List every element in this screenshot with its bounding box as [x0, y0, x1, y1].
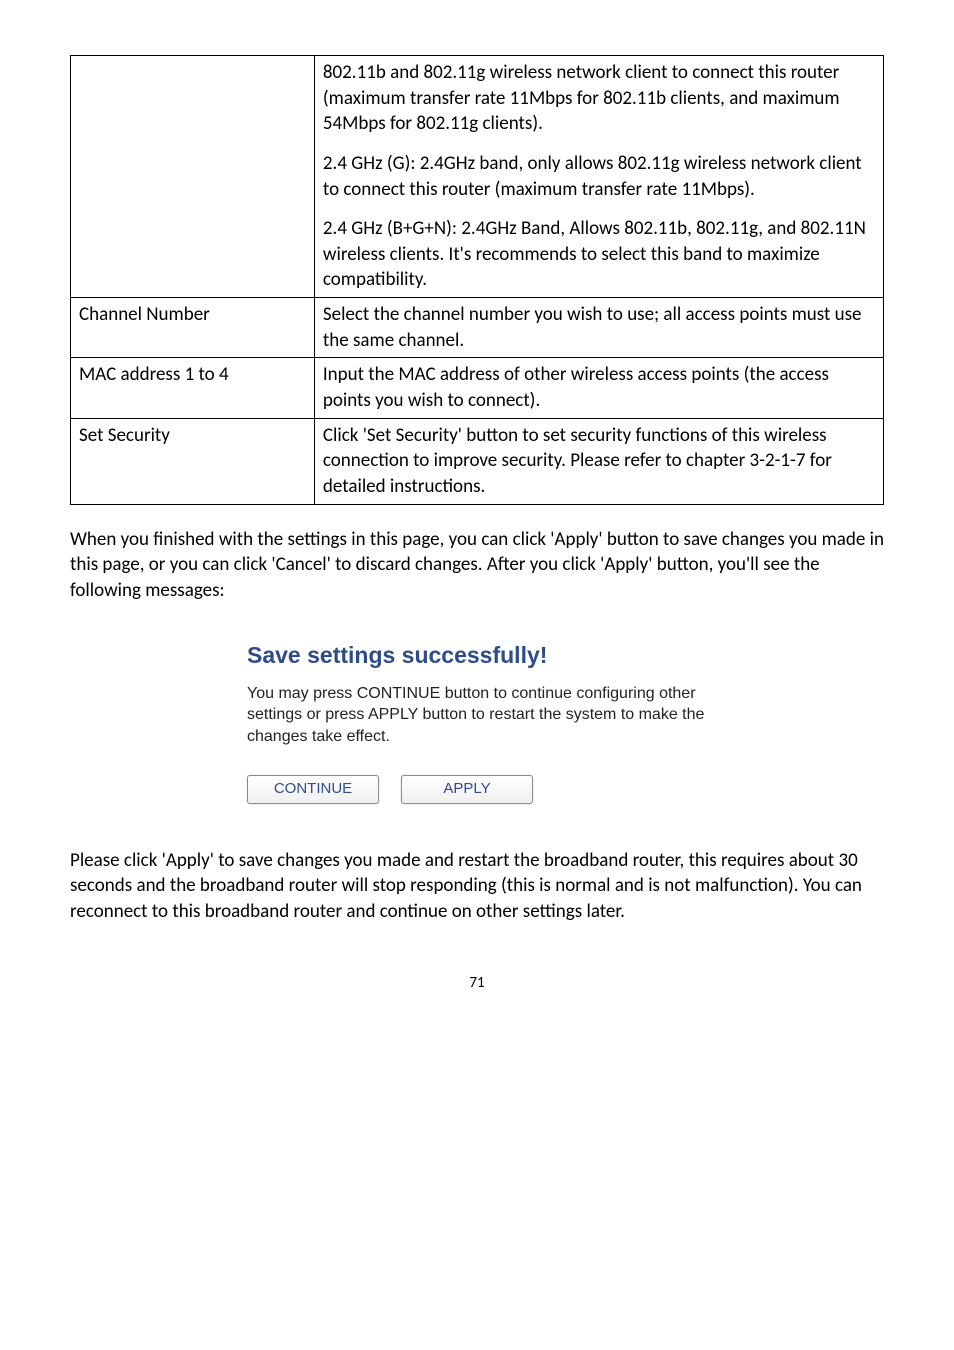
page-number: 71: [70, 973, 884, 993]
settings-table: 802.11b and 802.11g wireless network cli…: [70, 55, 884, 505]
row0-desc: 802.11b and 802.11g wireless network cli…: [314, 56, 883, 298]
row0-label: [71, 56, 315, 298]
row2-block0: Input the MAC address of other wireless …: [323, 362, 875, 413]
apply-button[interactable]: APPLY: [401, 775, 533, 803]
row1-block0: Select the channel number you wish to us…: [323, 302, 875, 353]
row1-label: Channel Number: [71, 298, 315, 358]
dialog-text: You may press CONTINUE button to continu…: [247, 683, 707, 748]
paragraph-2: Please click 'Apply' to save changes you…: [70, 848, 884, 925]
row3-label: Set Security: [71, 418, 315, 504]
dialog-buttons: CONTINUE APPLY: [247, 775, 707, 803]
row0-block1: 2.4 GHz (G): 2.4GHz band, only allows 80…: [323, 151, 875, 202]
row0-block0: 802.11b and 802.11g wireless network cli…: [323, 60, 875, 137]
row2-desc: Input the MAC address of other wireless …: [314, 358, 883, 418]
row3-desc: Click 'Set Security' button to set secur…: [314, 418, 883, 504]
row2-label: MAC address 1 to 4: [71, 358, 315, 418]
row0-block2: 2.4 GHz (B+G+N): 2.4GHz Band, Allows 802…: [323, 216, 875, 293]
paragraph-1: When you finished with the settings in t…: [70, 527, 884, 604]
save-dialog: Save settings successfully! You may pres…: [247, 624, 707, 822]
row3-block0: Click 'Set Security' button to set secur…: [323, 423, 875, 500]
continue-button[interactable]: CONTINUE: [247, 775, 379, 803]
dialog-title: Save settings successfully!: [247, 640, 707, 671]
row1-desc: Select the channel number you wish to us…: [314, 298, 883, 358]
